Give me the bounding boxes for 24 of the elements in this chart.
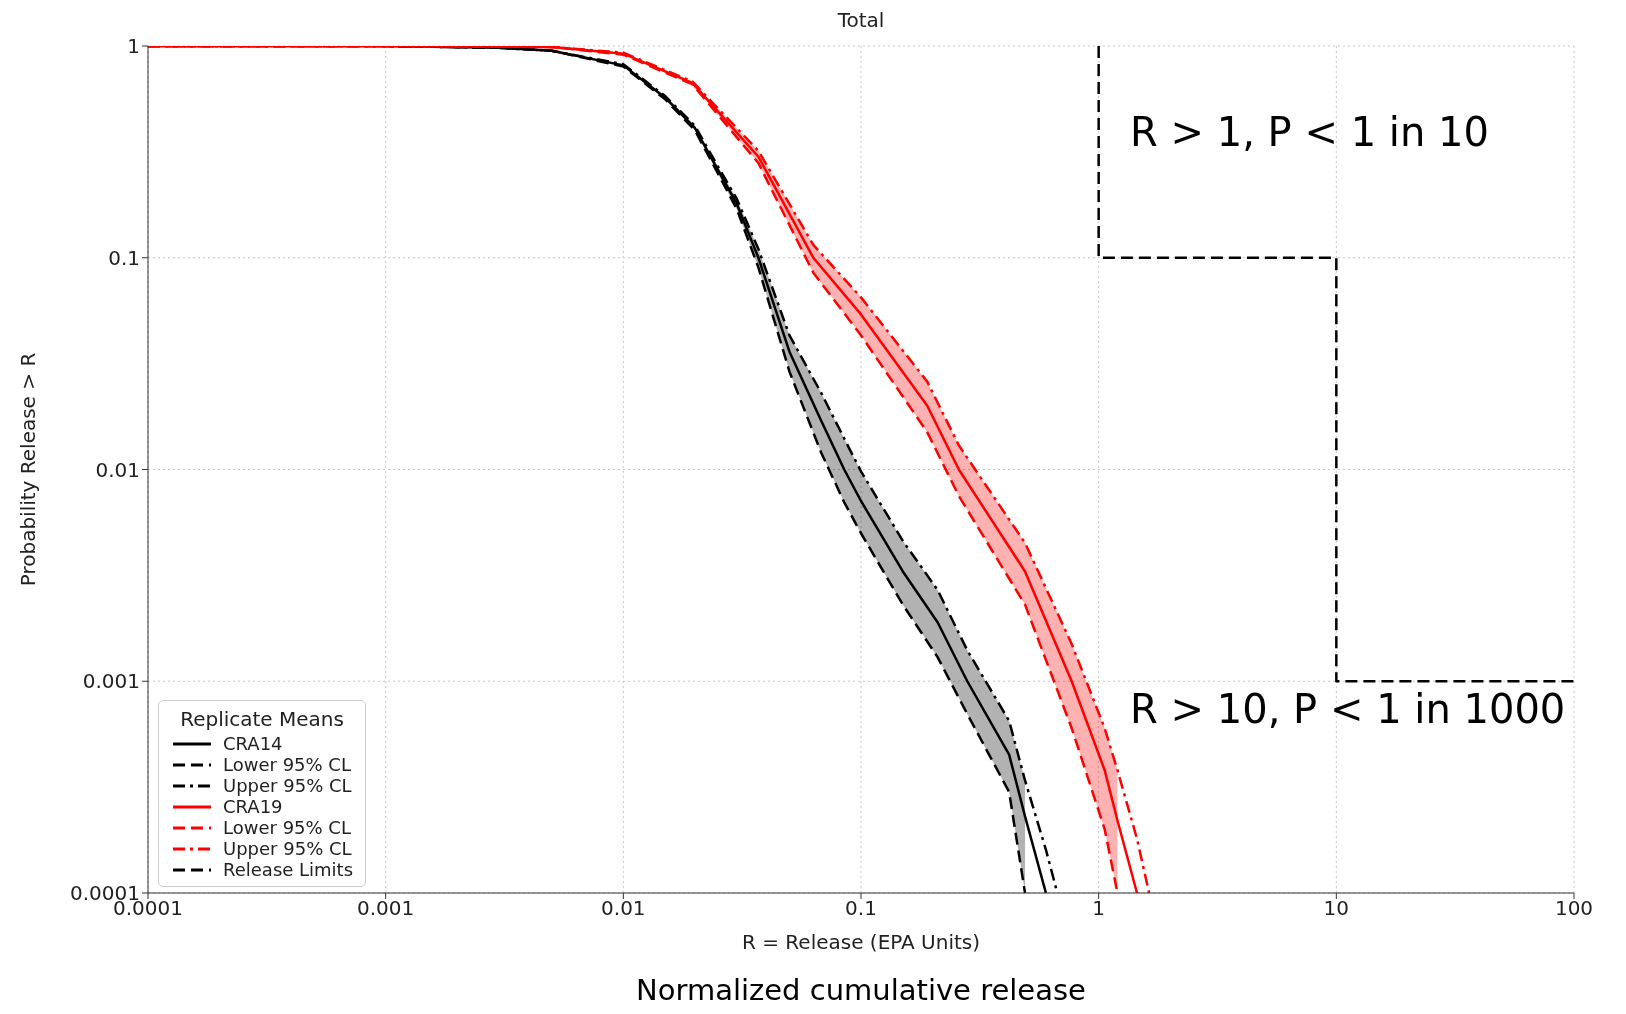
legend-label: Upper 95% CL [223,838,352,859]
annotation: R > 10, P < 1 in 1000 [1130,686,1566,732]
y-axis-title: Probability Release > R [16,352,41,587]
text: Normalized cumulative release [635,973,1087,1007]
annotation: R > 1, P < 1 in 10 [1130,109,1489,155]
legend-title: Replicate Means [179,707,345,731]
x-axis-title: R = Release (EPA Units) [741,930,981,954]
x-tick-label: 10 [1323,896,1350,921]
x-tick-label: 0.001 [357,896,415,921]
legend-label: Lower 95% CL [223,817,351,838]
x-tick-label: 100 [1554,896,1594,921]
y-tick-label: 1 [127,34,140,59]
legend-label: Upper 95% CL [223,775,352,796]
legend-label: Release Limits [223,859,354,880]
chart-title: Total [836,8,886,32]
y-tick-label: 0.001 [82,669,140,694]
legend-label: Lower 95% CL [223,754,351,775]
x-tick-label: 1 [1092,896,1106,921]
x-tick-label: 0.1 [845,896,877,921]
y-tick-label: 0.1 [108,245,140,270]
x-tick-label: 0.01 [601,896,646,921]
legend-label: CRA19 [223,796,283,817]
y-tick-label: 0.01 [95,457,140,482]
legend-label: CRA14 [223,733,283,754]
